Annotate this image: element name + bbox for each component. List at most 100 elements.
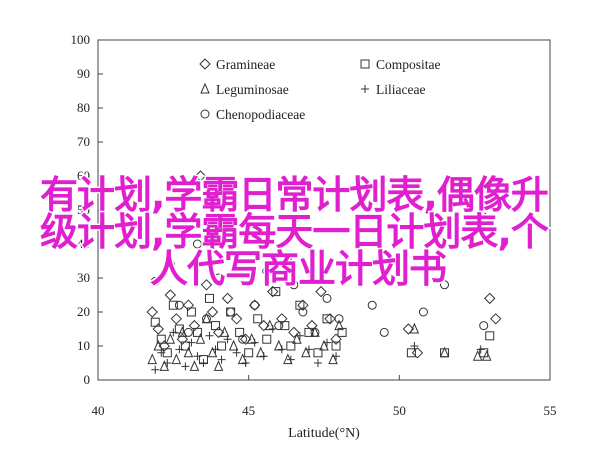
- data-point-plus: [175, 345, 184, 354]
- data-point-diamond: [267, 285, 279, 298]
- data-point-diamond: [477, 211, 490, 223]
- data-point-circle: [440, 280, 450, 290]
- data-point-circle: [298, 307, 308, 317]
- legend-square-icon: [360, 59, 370, 69]
- data-point-triangle: [472, 349, 483, 361]
- data-point-square: [331, 341, 341, 351]
- data-point-diamond: [164, 289, 177, 301]
- data-point-diamond: [221, 292, 234, 305]
- data-point-plus: [199, 359, 208, 367]
- data-point-plus: [217, 355, 226, 364]
- data-point-triangle: [159, 360, 170, 371]
- data-point-triangle: [237, 353, 248, 365]
- data-point-plus: [250, 338, 259, 347]
- data-point-circle: [174, 300, 184, 310]
- watermark-overlay: 有计划,学霸日常计划表,偶像升 级计划,学霸每天一日计划表,个 人代写商业计划书: [39, 172, 552, 293]
- legend-triangle-icon: [200, 82, 210, 94]
- data-point-circle: [479, 321, 489, 331]
- y-tick-label: 40: [77, 236, 90, 251]
- legend: Gramineae Compositae Leguminosae Liliaceae C…: [199, 57, 441, 122]
- data-point-plus: [181, 362, 190, 371]
- data-point-square: [322, 314, 332, 324]
- data-point-plus: [232, 348, 241, 357]
- data-point-plus: [169, 328, 178, 337]
- data-point-triangle: [334, 319, 344, 331]
- data-point-triangle: [189, 360, 200, 371]
- legend-item: Leguminosae: [200, 82, 289, 97]
- data-point-plus: [241, 359, 250, 367]
- data-point-square: [440, 348, 450, 358]
- data-point-plus: [259, 352, 268, 361]
- data-point-triangle: [228, 339, 239, 351]
- y-tick-label: 90: [77, 66, 90, 81]
- data-point-circle: [274, 321, 284, 331]
- y-tick-label: 0: [84, 372, 91, 387]
- data-point-plus: [151, 365, 160, 374]
- data-point-circle: [418, 307, 428, 317]
- data-point-circle: [379, 327, 389, 337]
- data-point-circle: [226, 307, 236, 317]
- series-gramineae: [146, 170, 502, 359]
- data-point-circle: [192, 239, 202, 249]
- data-point-diamond: [239, 333, 252, 345]
- y-axis: 0 10 20 30 40 50 60 70 80 90 100: [71, 32, 103, 387]
- data-point-triangle: [274, 339, 284, 351]
- data-point-triangle: [246, 332, 257, 344]
- legend-label: Liliaceae: [376, 82, 425, 97]
- data-point-square: [271, 287, 281, 297]
- data-point-square: [280, 321, 290, 331]
- data-point-triangle: [409, 322, 420, 334]
- data-point-diamond: [330, 333, 342, 345]
- data-point-plus: [313, 359, 322, 367]
- data-point-square: [186, 307, 196, 317]
- x-tick-label: 50: [393, 403, 406, 418]
- data-point-diamond: [176, 333, 189, 345]
- y-tick-label: 20: [77, 304, 90, 319]
- data-point-diamond: [182, 299, 195, 311]
- data-point-circle: [238, 334, 248, 344]
- overlay-line-3: 人代写商业计划书: [150, 247, 446, 291]
- data-point-diamond: [306, 319, 318, 332]
- data-point-square: [211, 321, 221, 331]
- data-point-plus: [157, 348, 166, 357]
- data-point-diamond: [152, 323, 164, 335]
- data-point-diamond: [170, 313, 183, 325]
- legend-label: Gramineae: [216, 57, 275, 72]
- data-point-triangle: [213, 360, 224, 371]
- data-point-diamond: [146, 306, 158, 318]
- data-point-circle: [183, 327, 193, 337]
- data-point-triangle: [328, 353, 338, 365]
- series-liliaceae: [151, 325, 485, 374]
- data-point-square: [168, 300, 178, 310]
- legend-item: Gramineae: [199, 57, 275, 72]
- data-point-circle: [310, 327, 320, 337]
- data-point-square: [150, 317, 160, 327]
- data-point-triangle: [219, 326, 230, 337]
- data-point-diamond: [276, 313, 288, 325]
- data-point-circle: [150, 276, 160, 286]
- data-point-circle: [201, 314, 211, 324]
- data-point-square: [180, 341, 190, 351]
- data-point-diamond: [484, 292, 496, 305]
- data-point-diamond: [402, 323, 415, 335]
- y-tick-label: 60: [77, 168, 90, 183]
- data-point-diamond: [200, 279, 213, 291]
- data-point-plus: [223, 335, 232, 344]
- data-point-circle: [262, 266, 272, 276]
- data-point-triangle: [183, 346, 194, 358]
- legend-diamond-icon: [199, 58, 211, 70]
- data-point-plus: [187, 338, 196, 347]
- data-point-triangle: [147, 353, 158, 365]
- data-point-square: [253, 314, 263, 324]
- data-point-circle: [334, 314, 344, 324]
- data-point-diamond: [288, 326, 300, 339]
- data-point-diamond: [411, 347, 424, 359]
- data-point-triangle: [264, 319, 275, 331]
- data-point-square: [313, 348, 323, 358]
- data-point-circle: [165, 259, 175, 269]
- data-point-square: [204, 293, 214, 303]
- data-point-triangle: [481, 349, 492, 361]
- data-point-diamond: [297, 299, 309, 311]
- y-tick-label: 100: [71, 32, 91, 47]
